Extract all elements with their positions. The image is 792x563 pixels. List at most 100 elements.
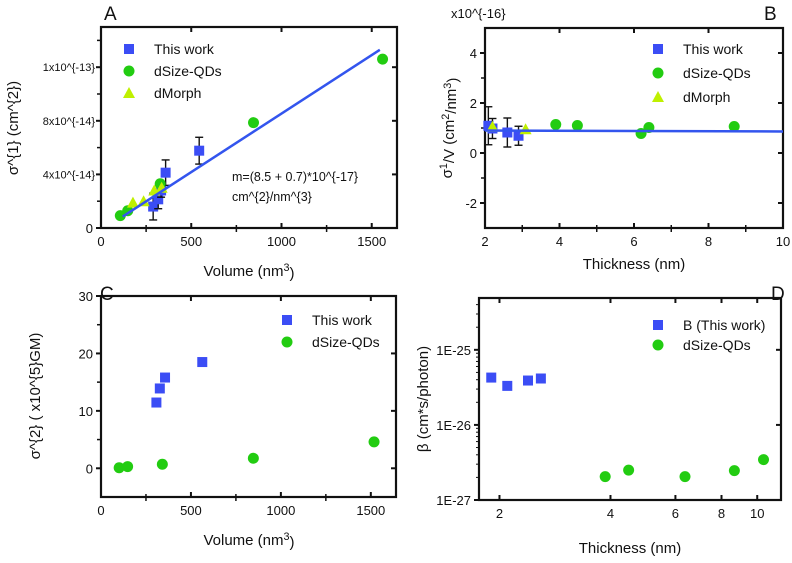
x-tick-label: 0 <box>97 503 104 518</box>
series-fit <box>484 129 784 133</box>
y-tick-label: 8x10^{-14} <box>43 116 96 128</box>
data-point-triangle <box>486 120 499 132</box>
fit-line <box>484 129 784 133</box>
plot-frame <box>477 296 783 502</box>
legend-label: dMorph <box>683 89 730 105</box>
series-fit <box>121 48 381 218</box>
legend-marker-square <box>282 315 292 325</box>
data-point-circle <box>122 461 134 473</box>
legend-marker-circle <box>652 339 664 351</box>
y-tick-label: 1E-27 <box>436 493 471 508</box>
plot-frame <box>99 25 399 230</box>
legend-label: dSize-QDs <box>683 337 751 353</box>
series-dsize-qds <box>599 454 770 483</box>
data-point-circle <box>728 465 740 477</box>
x-tick-label: 6 <box>630 234 637 249</box>
data-point-circle <box>679 471 691 483</box>
legend-marker-square <box>124 44 134 54</box>
data-point-circle <box>599 471 611 483</box>
fit-line <box>121 48 381 218</box>
data-point-circle <box>122 205 134 217</box>
y-tick-label: 0 <box>86 461 93 476</box>
x-tick-label: 4 <box>556 234 563 249</box>
data-point-square <box>153 194 164 205</box>
y-axis-label: σ^{1} (cm^{2}) <box>5 81 22 175</box>
legend-label: This work <box>683 41 744 57</box>
x-tick-label: 1500 <box>357 234 386 249</box>
y-tick-label: 1E-26 <box>436 418 471 433</box>
panel-d: 2 4 6 8 10 1E-27 1E-26 1E-25 Thickness (nm) β (cm… <box>415 296 783 557</box>
y-tick-label: 10 <box>79 404 93 419</box>
y-tick-label: 30 <box>79 289 93 304</box>
x-axis-label: Volume (nm3) <box>203 531 294 551</box>
y-tick-label: 0 <box>86 221 93 236</box>
legend: This work dSize-QDs dMorph <box>123 41 222 101</box>
legend-marker-square <box>653 320 663 330</box>
x-tick-label: 8 <box>718 506 725 521</box>
panel-label-d: D <box>771 284 785 305</box>
series-this-work <box>151 357 208 408</box>
y-tick-label: 2 <box>470 96 477 111</box>
data-point-square <box>197 357 208 368</box>
data-point-circle <box>623 464 635 476</box>
legend-label: dSize-QDs <box>312 334 380 350</box>
data-point-circle <box>377 53 389 65</box>
legend-marker-triangle <box>123 87 135 98</box>
y-tick-label: 4 <box>470 46 477 61</box>
data-point-square <box>523 375 534 386</box>
series-this-work <box>148 136 205 221</box>
y-axis-label: β (cm*s/photon) <box>415 346 432 452</box>
data-point-square <box>535 373 546 384</box>
y-axis-label: σ1/V (cm2/nm3) <box>438 78 462 179</box>
data-point-circle <box>368 436 380 448</box>
data-point-triangle <box>126 196 139 208</box>
data-point-circle <box>247 452 259 464</box>
x-tick-label: 0 <box>97 234 104 249</box>
x-tick-label: 10 <box>776 234 790 249</box>
legend-marker-circle <box>281 336 293 348</box>
data-point-square <box>154 383 165 394</box>
legend-label: dMorph <box>154 85 201 101</box>
y-tick-label: 1E-25 <box>436 343 471 358</box>
x-tick-label: 4 <box>607 506 614 521</box>
data-point-square <box>502 127 513 138</box>
x-tick-label: 1000 <box>266 503 295 518</box>
data-point-square <box>160 372 171 383</box>
panels: 0 500 1000 150004x10^{-14}8x10^{-14}1x10^{-… <box>5 6 790 557</box>
x-tick-label: 10 <box>750 506 764 521</box>
legend-marker-square <box>653 44 663 54</box>
y-tick-label: 20 <box>79 346 93 361</box>
y-tick-label: -2 <box>465 196 477 211</box>
panel-b: 2 4 6 8 10 -2 0 2 4 Thickness (nm) σ1/V (cm2/nm3) x… <box>438 6 790 273</box>
x-tick-label: 2 <box>481 234 488 249</box>
x-axis-label: Thickness (nm) <box>583 256 686 273</box>
y-multiplier: x10^{-16} <box>451 6 506 21</box>
x-axis-label: Volume (nm3) <box>203 262 294 282</box>
x-tick-label: 6 <box>672 506 679 521</box>
x-tick-label: 500 <box>180 234 202 249</box>
series-dsize-qds <box>550 119 740 139</box>
data-point-circle <box>571 120 583 131</box>
data-point-square <box>194 145 205 156</box>
data-point-triangle <box>137 195 150 207</box>
data-point-triangle <box>519 123 532 135</box>
fit-annotation-line2: cm^{2}/nm^{3} <box>232 190 312 204</box>
panel-label-a: A <box>104 4 117 25</box>
legend-marker-circle <box>652 67 664 79</box>
data-point-circle <box>550 119 562 130</box>
data-point-square <box>513 130 524 141</box>
series-dsize-qds <box>113 436 380 474</box>
legend-label: This work <box>312 312 373 328</box>
y-axis-label: σ^{2} ( x10^{5}GM) <box>27 333 44 460</box>
legend-marker-circle <box>123 65 135 77</box>
y-tick-label: 1x10^{-13} <box>43 62 96 74</box>
legend: This work dSize-QDs <box>281 312 380 350</box>
y-tick-label: 4x10^{-14} <box>43 169 96 181</box>
data-point-square <box>148 201 159 212</box>
x-tick-label: 1500 <box>356 503 385 518</box>
data-point-square <box>160 167 171 178</box>
legend-marker-triangle <box>652 91 664 102</box>
panel-c: 0 500 1000 1500 0 10 20 30 Volume (nm3) σ^{2} ( x… <box>27 289 398 551</box>
series-dsize-qds <box>114 53 389 222</box>
